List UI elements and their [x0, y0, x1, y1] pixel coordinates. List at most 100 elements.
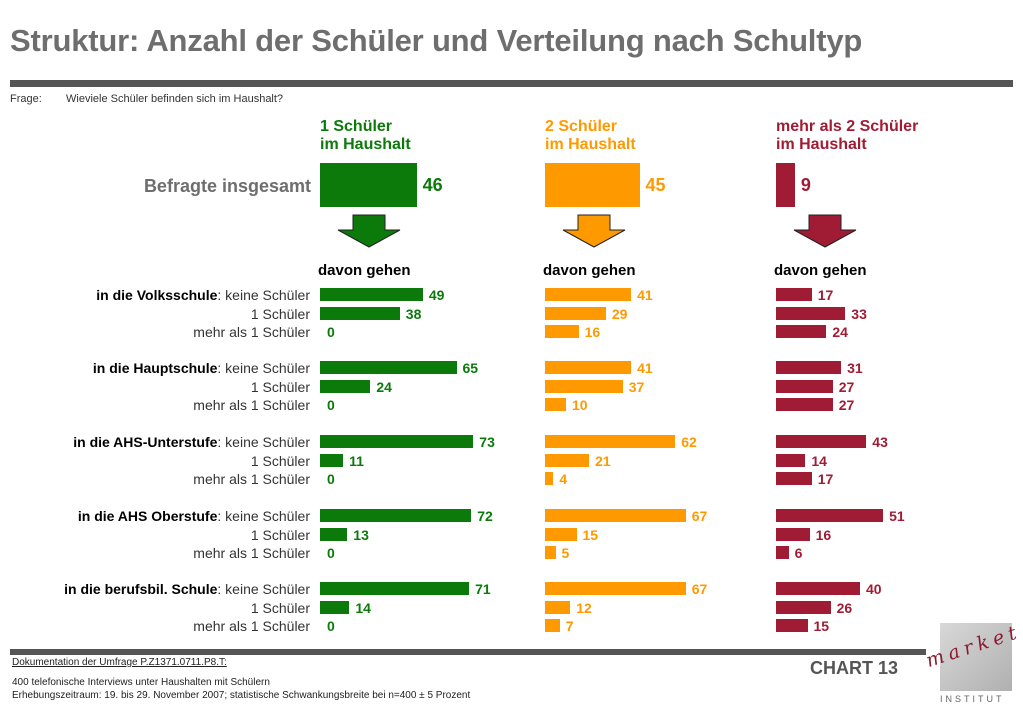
- data-bar: [776, 582, 860, 595]
- page-title: Struktur: Anzahl der Schüler und Verteil…: [10, 23, 863, 58]
- column-header-1: 1 Schüler im Haushalt: [320, 118, 411, 154]
- data-bar: [545, 435, 676, 448]
- data-value: 10: [572, 397, 588, 413]
- data-value: 0: [327, 397, 335, 413]
- data-bar: [320, 435, 474, 448]
- data-bar: [776, 472, 812, 485]
- sub-label: : keine Schüler: [217, 581, 310, 597]
- data-bar: [776, 453, 806, 467]
- data-value: 71: [475, 581, 491, 597]
- data-bar: [320, 509, 472, 522]
- data-value: 41: [637, 287, 653, 303]
- row-label: 1 Schüler: [250, 526, 310, 543]
- data-bar: [545, 361, 632, 374]
- column-header-2: 2 Schüler im Haushalt: [545, 118, 636, 154]
- question-text: Wieviele Schüler befinden sich im Hausha…: [66, 93, 284, 105]
- data-bar: [776, 306, 846, 320]
- data-value: 62: [681, 434, 697, 450]
- row-label: mehr als 1 Schüler: [193, 397, 310, 413]
- school-type-label: in die Volksschule: [96, 287, 218, 303]
- column-header-line1: 1 Schüler: [320, 118, 393, 135]
- school-type-label: in die AHS-Unterstufe: [73, 434, 218, 450]
- data-bar: [545, 453, 590, 467]
- data-bar: [545, 600, 571, 614]
- title-divider: [10, 80, 1013, 87]
- data-value: 14: [811, 452, 827, 469]
- data-value: 38: [405, 305, 422, 322]
- data-value: 6: [794, 545, 803, 561]
- total-bar-2: [545, 163, 640, 207]
- data-value: 29: [611, 305, 628, 322]
- data-value: 67: [691, 581, 708, 597]
- data-bar: [545, 619, 560, 632]
- row-label: mehr als 1 Schüler: [193, 545, 310, 561]
- data-value: 5: [561, 545, 570, 561]
- question-label: Frage:: [10, 93, 42, 105]
- data-value: 0: [327, 324, 335, 340]
- data-value: 72: [477, 508, 493, 524]
- data-bar: [776, 527, 810, 541]
- data-value: 43: [872, 434, 888, 450]
- documentation-link[interactable]: Dokumentation der Umfrage P.Z1371.0711.P…: [12, 657, 227, 668]
- school-type-label: in die Hauptschule: [92, 360, 218, 376]
- data-bar: [320, 527, 348, 541]
- data-bar: [776, 398, 833, 411]
- data-value: 40: [866, 581, 882, 597]
- row-label: in die Volksschule: keine Schüler: [96, 287, 310, 303]
- data-bar: [776, 509, 884, 522]
- data-bar: [320, 600, 350, 614]
- data-value: 27: [838, 378, 855, 395]
- data-value: 4: [559, 471, 568, 487]
- data-value: 13: [353, 526, 369, 543]
- row-label: 1 Schüler: [250, 452, 310, 469]
- column-header-line2: im Haushalt: [545, 136, 636, 153]
- data-bar: [320, 453, 344, 467]
- data-value: 24: [376, 378, 392, 395]
- total-bar-3: [776, 163, 795, 207]
- total-value-1: 46: [422, 175, 443, 195]
- data-value: 37: [628, 378, 645, 395]
- total-value-2: 45: [645, 175, 666, 195]
- data-value: 67: [691, 508, 708, 524]
- data-value: 0: [327, 471, 335, 487]
- data-value: 21: [595, 452, 611, 469]
- data-bar: [320, 582, 470, 595]
- data-bar: [776, 325, 827, 338]
- data-bar: [545, 398, 566, 411]
- data-value: 51: [889, 508, 905, 524]
- logo-background: [940, 623, 1012, 691]
- row-label: in die Hauptschule: keine Schüler: [93, 360, 310, 376]
- total-value-3: 9: [800, 175, 811, 195]
- data-bar: [776, 379, 833, 393]
- sub-label: : keine Schüler: [217, 508, 310, 524]
- data-bar: [320, 379, 371, 393]
- column-header-line2: im Haushalt: [320, 136, 411, 153]
- davon-label-1: davon gehen: [318, 262, 411, 279]
- data-value: 49: [428, 287, 445, 303]
- data-value: 7: [565, 618, 574, 634]
- footer-note-interviews: 400 telefonische Interviews unter Hausha…: [12, 677, 270, 688]
- school-type-label: in die berufsbil. Schule: [64, 581, 218, 597]
- davon-label-2: davon gehen: [543, 262, 636, 279]
- column-header-line1: 2 Schüler: [545, 118, 618, 135]
- data-value: 41: [637, 360, 653, 376]
- data-bar: [776, 600, 831, 614]
- total-bar-1: [320, 163, 417, 207]
- data-bar: [776, 288, 812, 301]
- data-bar: [320, 288, 423, 301]
- data-value: 73: [479, 434, 495, 450]
- data-value: 17: [817, 471, 834, 487]
- down-arrow-icon: [793, 214, 857, 248]
- data-bar: [545, 509, 686, 522]
- school-type-label: in die AHS Oberstufe: [77, 508, 218, 524]
- data-bar: [776, 435, 867, 448]
- data-value: 15: [813, 618, 830, 634]
- row-label: in die AHS-Unterstufe: keine Schüler: [73, 434, 310, 450]
- data-value: 0: [327, 618, 335, 634]
- sub-label: : keine Schüler: [217, 287, 310, 303]
- data-bar: [545, 546, 556, 559]
- row-label: 1 Schüler: [250, 599, 310, 616]
- data-bar: [545, 306, 606, 320]
- column-header-3: mehr als 2 Schüler im Haushalt: [776, 118, 918, 154]
- footer-divider: [10, 649, 926, 655]
